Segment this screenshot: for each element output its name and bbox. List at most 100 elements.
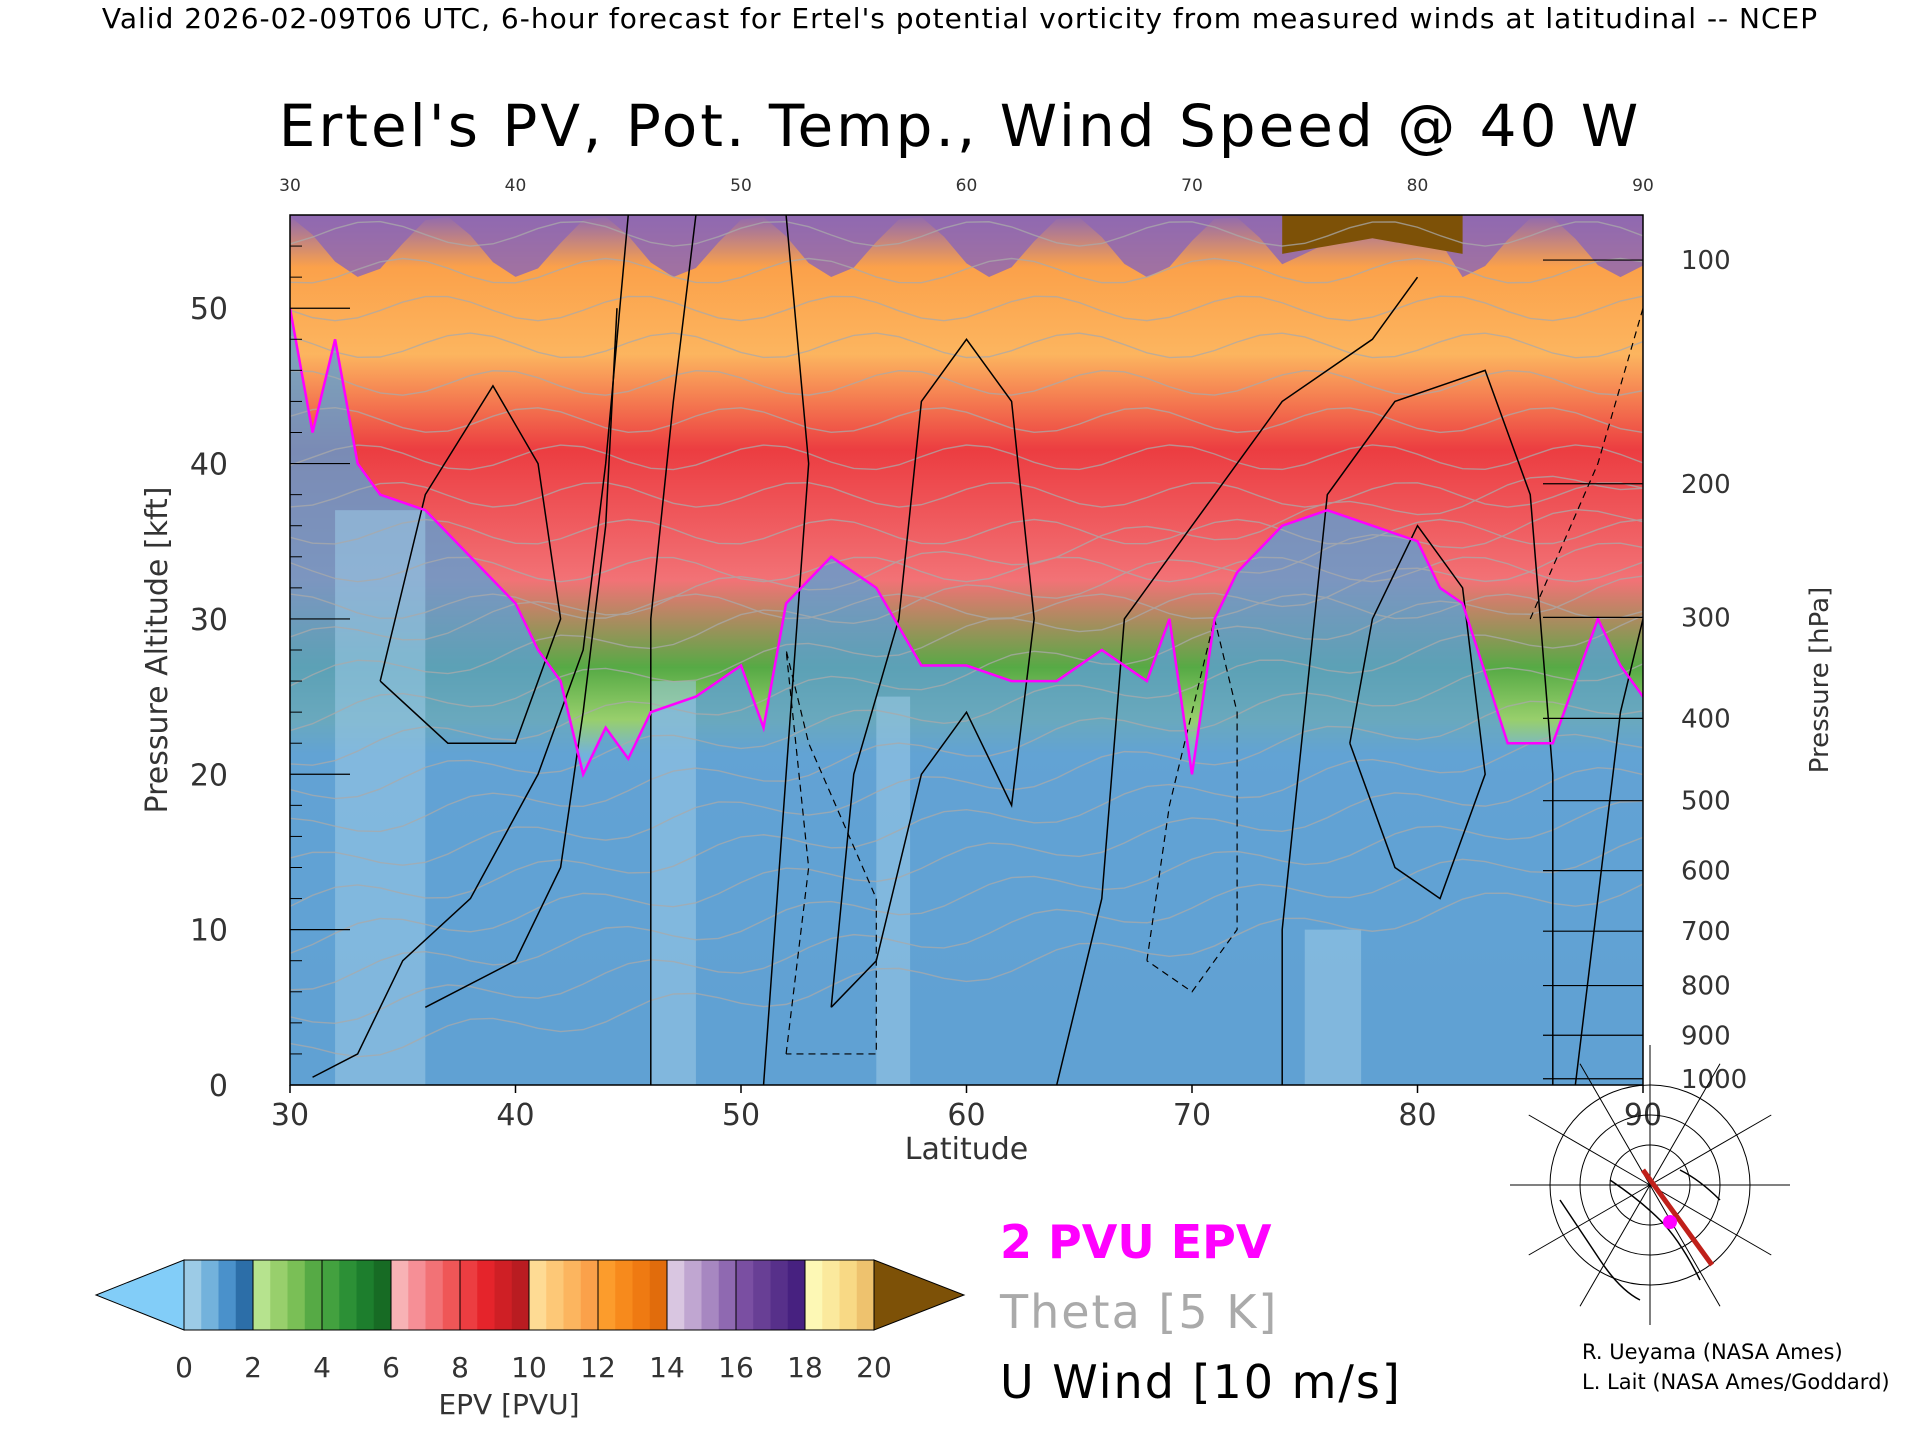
y-axis-label: Pressure Altitude [kft] xyxy=(140,487,175,814)
pressure-tick-label: 300 xyxy=(1681,603,1731,633)
wind-contour xyxy=(650,215,697,1085)
theta-contour xyxy=(290,800,1643,991)
wind-contour xyxy=(1055,276,1419,1085)
y-tick-label: 10 xyxy=(190,914,228,949)
colorbar-swatch xyxy=(753,1260,771,1330)
colorbar-over-arrow xyxy=(873,1259,966,1331)
theta-contour xyxy=(290,663,1643,833)
colorbar-swatch xyxy=(615,1260,633,1330)
colorbar-swatch xyxy=(822,1260,840,1330)
theta-contour xyxy=(290,332,1643,359)
theta-contour xyxy=(290,444,1643,471)
troposphere-fill xyxy=(290,308,1643,1085)
pressure-tick-label: 1000 xyxy=(1681,1065,1747,1095)
wind-contour xyxy=(830,338,1035,1008)
colorbar-tick-label: 0 xyxy=(175,1351,193,1384)
credit-lait: L. Lait (NASA Ames/Goddard) xyxy=(1582,1370,1890,1394)
theta-contour xyxy=(290,257,1643,284)
wind-contour xyxy=(762,215,810,1085)
theta-contour xyxy=(290,883,1643,1058)
colorbar-swatch xyxy=(253,1260,271,1330)
map-graticule xyxy=(1510,1045,1790,1325)
colorbar-swatch xyxy=(839,1260,858,1330)
easterly-contour xyxy=(1529,308,1643,620)
easterly-contour xyxy=(1146,618,1238,993)
map-meridian xyxy=(1649,1184,1772,1256)
colorbar-swatch xyxy=(718,1260,737,1330)
colorbar-swatch xyxy=(304,1260,323,1330)
colorbar-swatch xyxy=(270,1260,288,1330)
map-meridian xyxy=(1579,1063,1651,1186)
colorbar-swatch xyxy=(667,1260,685,1330)
section-marker-dot xyxy=(1663,1215,1677,1229)
top-tick-label: 80 xyxy=(1407,176,1429,196)
x-tick-label: 50 xyxy=(722,1098,760,1133)
colorbar-tick-label: 18 xyxy=(787,1351,823,1384)
x-tick-label: 30 xyxy=(271,1098,309,1133)
colorbar-swatch xyxy=(442,1260,461,1330)
colorbar-tick-label: 8 xyxy=(451,1351,469,1384)
colorbar-swatch xyxy=(580,1260,599,1330)
low-pv-streak xyxy=(1304,929,1362,1085)
map-meridian xyxy=(1579,1184,1651,1307)
colorbar-swatch xyxy=(632,1260,651,1330)
theta-contour xyxy=(290,295,1643,322)
x-tick-label: 60 xyxy=(947,1098,985,1133)
colorbar-swatch xyxy=(201,1260,219,1330)
cross-section-line xyxy=(1640,1168,1715,1267)
colorbar-swatch xyxy=(494,1260,513,1330)
colorbar-swatch xyxy=(477,1260,495,1330)
easterly-contours xyxy=(785,308,1643,1055)
colorbar-swatch xyxy=(511,1260,530,1330)
colorbar-swatch xyxy=(356,1260,375,1330)
locator-map xyxy=(1543,1155,1738,1303)
theta-contour xyxy=(290,518,1643,545)
wind-contour xyxy=(1574,618,1643,1085)
pv-2pvu-line xyxy=(290,307,1643,778)
theta-contour xyxy=(290,220,1643,247)
colorbar-tick-label: 16 xyxy=(718,1351,754,1384)
map-meridian xyxy=(1528,1114,1651,1186)
pressure-tick-label: 900 xyxy=(1681,1021,1731,1051)
map-meridian xyxy=(1649,1184,1721,1307)
pressure-tick-label: 600 xyxy=(1681,857,1731,887)
legend-u-wind: U Wind [10 m/s] xyxy=(1000,1355,1402,1409)
theta-contour xyxy=(290,836,1643,1025)
theta-contour xyxy=(290,575,1643,766)
top-tick-label: 50 xyxy=(730,176,752,196)
pressure-tick-label: 800 xyxy=(1681,972,1731,1002)
pressure-tick-label: 200 xyxy=(1681,470,1731,500)
theta-contour xyxy=(290,407,1643,434)
credit-ueyama: R. Ueyama (NASA Ames) xyxy=(1582,1340,1843,1364)
wind-contour xyxy=(379,384,562,744)
theta-contour xyxy=(290,700,1643,866)
theta-contours xyxy=(290,220,1643,1058)
wind-contour xyxy=(1349,524,1486,900)
legend-theta: Theta [5 K] xyxy=(1000,1285,1279,1339)
pressure-tick-label: 500 xyxy=(1681,787,1731,817)
map-coastlines xyxy=(1559,1169,1721,1301)
colorbar-swatch xyxy=(684,1260,702,1330)
map-meridian xyxy=(1649,1114,1772,1186)
colorbar-swatch xyxy=(787,1260,806,1330)
colorbar-swatch xyxy=(391,1260,409,1330)
colorbar-tick-label: 6 xyxy=(382,1351,400,1384)
colorbar-tick-label: 4 xyxy=(313,1351,331,1384)
low-pv-streak xyxy=(650,681,696,1085)
theta-contour xyxy=(290,614,1643,800)
colorbar-swatch xyxy=(736,1260,754,1330)
colorbar-swatch xyxy=(235,1260,254,1330)
map-meridian xyxy=(1528,1184,1651,1256)
wind-contour xyxy=(1281,369,1554,1085)
theta-contour xyxy=(290,369,1643,396)
y-tick-label: 0 xyxy=(209,1069,228,1104)
colorbar-label: EPV [PVU] xyxy=(438,1388,579,1421)
colorbar-tick-label: 12 xyxy=(580,1351,616,1384)
colorbar-tick-label: 2 xyxy=(244,1351,262,1384)
colorbar-tick-label: 14 xyxy=(649,1351,685,1384)
top-tick-label: 40 xyxy=(505,176,527,196)
pressure-tick-label: 700 xyxy=(1681,917,1731,947)
colorbar-swatch xyxy=(649,1260,668,1330)
colorbar-swatch xyxy=(805,1260,823,1330)
